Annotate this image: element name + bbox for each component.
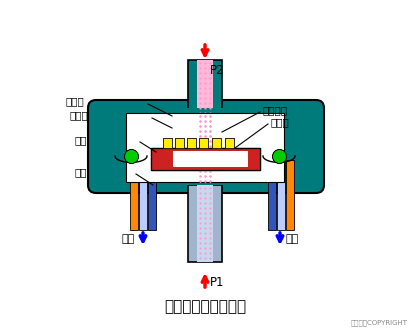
Bar [148, 160, 156, 230]
Bar [163, 138, 172, 148]
Bar [173, 151, 248, 167]
Bar [212, 138, 221, 148]
Text: 硅杯: 硅杯 [74, 135, 86, 145]
Text: 东方仿真COPYRIGHT: 东方仿真COPYRIGHT [351, 319, 408, 326]
Bar [151, 148, 260, 170]
Bar [126, 182, 284, 185]
Bar [197, 185, 213, 262]
Bar [96, 108, 126, 185]
Bar [126, 113, 284, 182]
Bar [151, 148, 260, 170]
Bar [199, 138, 208, 148]
Text: 硅膜片: 硅膜片 [270, 117, 289, 127]
Bar [163, 138, 172, 148]
Text: 高压腔: 高压腔 [69, 110, 88, 120]
Text: 引线: 引线 [74, 167, 86, 177]
Bar [175, 138, 184, 148]
Text: 电流: 电流 [121, 234, 134, 244]
Bar [187, 138, 196, 148]
Bar [175, 138, 184, 148]
Bar [225, 138, 234, 148]
Bar [126, 108, 284, 113]
Text: 扩散硅式压力传感器: 扩散硅式压力传感器 [164, 300, 246, 314]
Bar [284, 108, 316, 185]
Bar [225, 138, 234, 148]
Bar [126, 113, 284, 182]
Bar [139, 160, 147, 230]
Bar [188, 60, 222, 118]
Bar [188, 185, 222, 262]
Text: P1: P1 [210, 275, 224, 289]
Text: P2: P2 [210, 64, 224, 76]
Bar [173, 151, 248, 167]
Bar [130, 160, 138, 230]
Text: 电流: 电流 [285, 234, 298, 244]
FancyBboxPatch shape [88, 100, 324, 193]
Text: 低压腔: 低压腔 [65, 96, 84, 106]
Bar [268, 160, 276, 230]
Bar [199, 138, 208, 148]
Text: 扩散电阻: 扩散电阻 [262, 105, 287, 115]
Bar [212, 138, 221, 148]
Bar [187, 138, 196, 148]
Bar [286, 160, 294, 230]
Bar [277, 160, 285, 230]
Bar [197, 60, 213, 118]
